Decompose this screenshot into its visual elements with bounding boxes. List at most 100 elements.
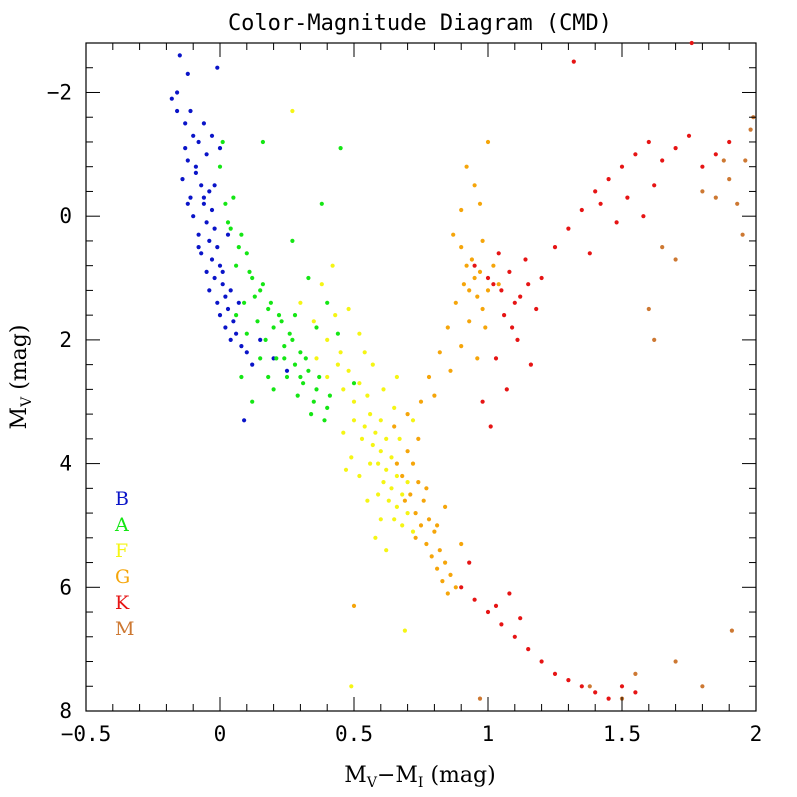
data-point-A-39 — [223, 201, 228, 206]
data-point-K-12 — [534, 306, 539, 312]
data-point-B-12 — [207, 189, 212, 194]
data-point-B-7 — [204, 152, 209, 157]
data-point-G-57 — [405, 412, 410, 417]
y-tick-label-0: −2 — [47, 80, 72, 104]
data-point-B-11 — [199, 183, 204, 188]
data-point-M-17 — [477, 696, 483, 701]
data-point-F-9 — [378, 418, 383, 423]
data-point-K-32 — [713, 152, 718, 157]
data-point-A-31 — [268, 300, 273, 305]
data-point-M-1 — [673, 257, 678, 262]
data-point-G-13 — [429, 554, 434, 559]
data-point-G-1 — [405, 449, 410, 454]
data-point-B-16 — [191, 214, 196, 219]
data-point-G-55 — [435, 523, 440, 528]
data-point-K-11 — [523, 257, 528, 262]
data-point-K-23 — [593, 189, 598, 194]
data-point-K-39 — [587, 251, 592, 256]
data-point-F-54 — [405, 480, 410, 485]
data-point-G-29 — [485, 288, 491, 293]
data-point-B-17 — [204, 220, 209, 225]
data-point-G-22 — [472, 275, 477, 281]
data-point-M-4 — [727, 177, 732, 182]
x-axis-label-main: M — [344, 763, 367, 788]
data-point-F-15 — [389, 455, 394, 460]
data-point-K-41 — [472, 597, 477, 602]
data-point-A-52 — [325, 300, 330, 305]
data-point-K-25 — [619, 164, 625, 169]
data-point-B-57 — [201, 121, 206, 126]
x-tick-label-3: 1 — [482, 722, 495, 746]
data-point-A-24 — [311, 399, 316, 404]
data-point-F-46 — [384, 548, 389, 553]
data-point-B-24 — [217, 263, 223, 268]
data-point-F-38 — [402, 628, 407, 633]
data-point-A-37 — [236, 245, 241, 250]
data-point-A-54 — [244, 331, 249, 336]
data-point-K-5 — [507, 269, 512, 274]
data-point-B-28 — [207, 288, 212, 293]
data-point-F-17 — [384, 467, 389, 472]
data-point-F-49 — [335, 362, 340, 367]
data-point-M-0 — [660, 245, 665, 250]
data-point-B-53 — [215, 65, 220, 70]
y-axis-label-main: M — [7, 407, 32, 430]
data-point-M-9 — [721, 158, 726, 163]
x-axis-label-tail: (mag) — [423, 763, 495, 788]
data-point-F-24 — [405, 510, 410, 516]
data-point-F-1 — [311, 319, 316, 324]
data-point-M-14 — [700, 684, 705, 689]
data-point-G-45 — [351, 603, 357, 609]
data-point-B-56 — [236, 300, 241, 305]
data-point-K-17 — [504, 387, 509, 392]
data-point-G-14 — [443, 560, 448, 565]
data-point-A-27 — [322, 418, 327, 423]
data-point-K-35 — [614, 220, 619, 225]
data-point-K-53 — [633, 690, 638, 695]
x-axis-label-mid: −M — [377, 763, 418, 788]
data-point-A-15 — [282, 344, 287, 349]
data-point-F-52 — [394, 374, 399, 380]
data-point-B-30 — [215, 300, 220, 305]
data-point-A-5 — [234, 263, 239, 268]
data-point-B-35 — [234, 331, 239, 336]
data-point-A-9 — [266, 306, 271, 312]
data-point-K-48 — [566, 678, 571, 683]
data-point-G-50 — [475, 356, 480, 361]
data-point-B-59 — [250, 362, 255, 367]
data-point-G-27 — [469, 257, 474, 262]
data-point-A-12 — [271, 325, 276, 330]
data-point-K-44 — [512, 634, 517, 639]
data-point-K-26 — [633, 152, 638, 157]
data-point-F-28 — [341, 387, 346, 392]
data-point-F-10 — [362, 424, 367, 429]
data-point-K-0 — [472, 263, 477, 268]
data-point-K-16 — [528, 362, 534, 367]
data-point-K-54 — [571, 59, 576, 64]
data-point-B-42 — [242, 418, 247, 423]
data-point-B-27 — [220, 282, 225, 287]
data-point-G-18 — [453, 585, 458, 590]
data-point-G-56 — [443, 504, 448, 509]
data-point-F-12 — [384, 436, 389, 441]
data-point-A-58 — [292, 313, 298, 318]
data-point-A-40 — [220, 139, 225, 145]
data-point-G-41 — [464, 164, 469, 169]
data-point-F-25 — [392, 517, 397, 522]
data-point-F-51 — [346, 306, 351, 312]
data-point-K-52 — [619, 684, 625, 689]
data-point-B-20 — [207, 238, 212, 243]
data-point-G-39 — [472, 183, 477, 188]
data-point-G-51 — [416, 436, 421, 441]
data-point-G-11 — [424, 541, 429, 547]
data-point-M-16 — [587, 684, 592, 689]
data-point-B-54 — [220, 269, 225, 274]
data-point-A-21 — [301, 381, 306, 386]
data-point-K-47 — [552, 671, 558, 677]
data-point-A-55 — [258, 356, 263, 361]
data-point-A-22 — [314, 387, 319, 392]
data-point-F-27 — [410, 529, 416, 534]
data-point-G-52 — [402, 498, 407, 503]
data-point-B-44 — [183, 146, 188, 151]
